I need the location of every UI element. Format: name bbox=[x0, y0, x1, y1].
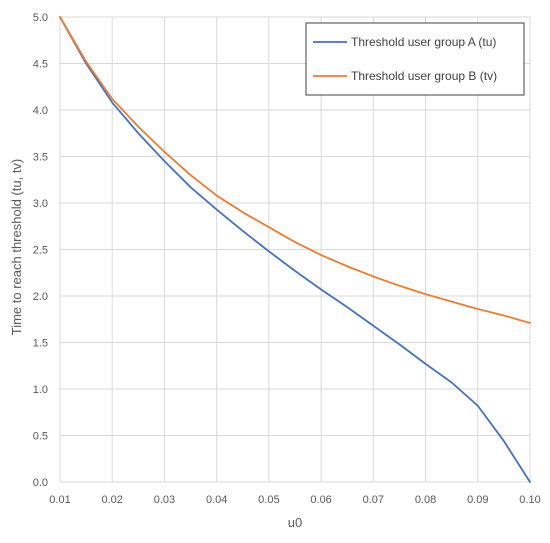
x-tick-label: 0.02 bbox=[102, 494, 123, 506]
y-tick-label: 0.5 bbox=[33, 431, 48, 443]
legend-label-series-a: Threshold user group A (tu) bbox=[351, 35, 496, 49]
x-tick-label: 0.04 bbox=[206, 494, 227, 506]
y-tick-label: 3.5 bbox=[33, 152, 48, 164]
y-axis-title: Time to reach threshold (tu, tv) bbox=[9, 159, 24, 336]
y-tick-label: 3.0 bbox=[33, 198, 48, 210]
y-tick-label: 2.0 bbox=[33, 291, 48, 303]
x-tick-label: 0.07 bbox=[363, 494, 384, 506]
legend: Threshold user group A (tu) Threshold us… bbox=[305, 22, 525, 96]
y-tick-label: 1.5 bbox=[33, 338, 48, 350]
y-tick-label: 1.0 bbox=[33, 384, 48, 396]
y-tick-label: 5.0 bbox=[33, 12, 48, 24]
series-line-a bbox=[59, 16, 531, 483]
x-tick-label: 0.08 bbox=[415, 494, 436, 506]
x-tick-label: 0.03 bbox=[154, 494, 175, 506]
y-tick-label: 0.0 bbox=[33, 477, 48, 489]
x-tick-label: 0.06 bbox=[310, 494, 331, 506]
y-tick-label: 4.5 bbox=[33, 59, 48, 71]
y-axis-tick-labels: 0.0 0.5 1.0 1.5 2.0 2.5 3.0 3.5 4.0 4.5 5.0 bbox=[33, 12, 48, 489]
plot-area-border bbox=[59, 16, 531, 483]
y-tick-label: 4.0 bbox=[33, 105, 48, 117]
x-tick-label: 0.01 bbox=[49, 494, 70, 506]
series-line-b bbox=[59, 16, 531, 324]
series-lines bbox=[59, 16, 531, 483]
x-tick-label: 0.05 bbox=[258, 494, 279, 506]
x-axis-tick-labels: 0.01 0.02 0.03 0.04 0.05 0.06 0.07 0.08 0.09 0.10 bbox=[49, 494, 540, 506]
y-tick-label: 2.5 bbox=[33, 245, 48, 257]
x-axis-title: u0 bbox=[288, 515, 302, 530]
x-tick-label: 0.10 bbox=[519, 494, 540, 506]
x-tick-label: 0.09 bbox=[467, 494, 488, 506]
legend-label-series-b: Threshold user group B (tv) bbox=[351, 69, 497, 83]
legend-box bbox=[305, 22, 525, 96]
